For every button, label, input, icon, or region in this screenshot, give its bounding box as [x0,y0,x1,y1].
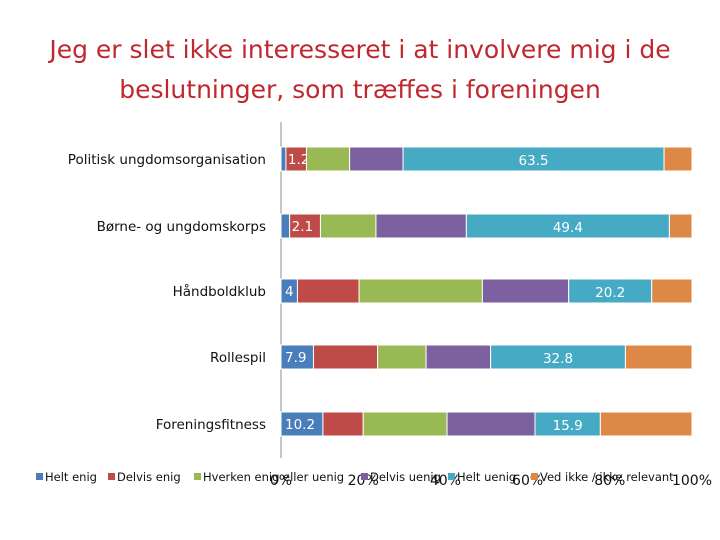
bar-segment [280,146,287,172]
x-tick-label: 100% [672,473,712,489]
bar-segment [481,278,570,304]
x-tick-label: 80% [594,473,625,489]
bar-segment [312,344,379,370]
bar-segment [663,146,693,172]
bar-segment [534,411,601,437]
data-label: 32.8 [543,351,573,367]
bar-segment [349,146,404,172]
data-label: 20.2 [595,285,625,301]
category-label: Politisk ungdomsorganisation [68,152,266,168]
legend-swatch [531,473,538,480]
x-tick-label: 60% [512,473,543,489]
legend-label: Ved ikke / ikke relevant [540,470,674,484]
legend-swatch [194,473,201,480]
data-label: 15.9 [553,418,583,434]
bar-segment [375,213,467,239]
bar-segment [568,278,653,304]
bar-segment [362,411,448,437]
legend-swatch [108,473,115,480]
bar-segment [668,213,693,239]
chart-title: Jeg er slet ikke interesseret i at invol… [0,30,720,110]
bar-segment [319,213,377,239]
bar-segment [490,344,626,370]
data-label: 4 [285,284,294,300]
bar-segment [624,344,693,370]
chart-title-line-2: beslutninger, som træffes i foreningen [119,75,601,104]
data-label: 10.2 [285,417,315,433]
legend-label: Delvis uenig [370,470,441,484]
data-label: 7.9 [285,350,306,366]
data-label: 49.4 [553,220,583,236]
x-tick-label: 0% [270,473,292,489]
legend-swatch [448,473,455,480]
bar-segment [280,344,314,370]
bar-segment [280,411,324,437]
category-label: Rollespil [210,350,266,366]
data-label: 63.5 [519,153,549,169]
data-label: 2.1 [292,219,313,235]
bar-segment [280,213,291,239]
bar-segment [296,278,360,304]
bar-segment [358,278,483,304]
x-tick-label: 20% [348,473,379,489]
bar-segment [305,146,351,172]
bar-segment [322,411,364,437]
legend-swatch [36,473,43,480]
data-label: 1.2 [288,152,309,168]
bar-segment [446,411,536,437]
bar-segment [465,213,670,239]
category-label: Børne- og ungdomskorps [97,219,266,235]
bar-segment [651,278,693,304]
legend-label: Helt enig [45,470,97,484]
legend-label: Helt uenig [457,470,516,484]
legend-swatch [361,473,368,480]
legend-label: Delvis enig [117,470,181,484]
category-label: Foreningsfitness [156,417,266,433]
category-label: Håndboldklub [173,283,266,300]
chart-title-line-1: Jeg er slet ikke interesseret i at invol… [49,35,671,64]
bar-segment [425,344,492,370]
bar-segment [289,213,321,239]
bar-segment [599,411,693,437]
bar-segment [377,344,427,370]
legend-label: Hverken enig eller uenig [203,470,344,484]
bar-segment [402,146,665,172]
